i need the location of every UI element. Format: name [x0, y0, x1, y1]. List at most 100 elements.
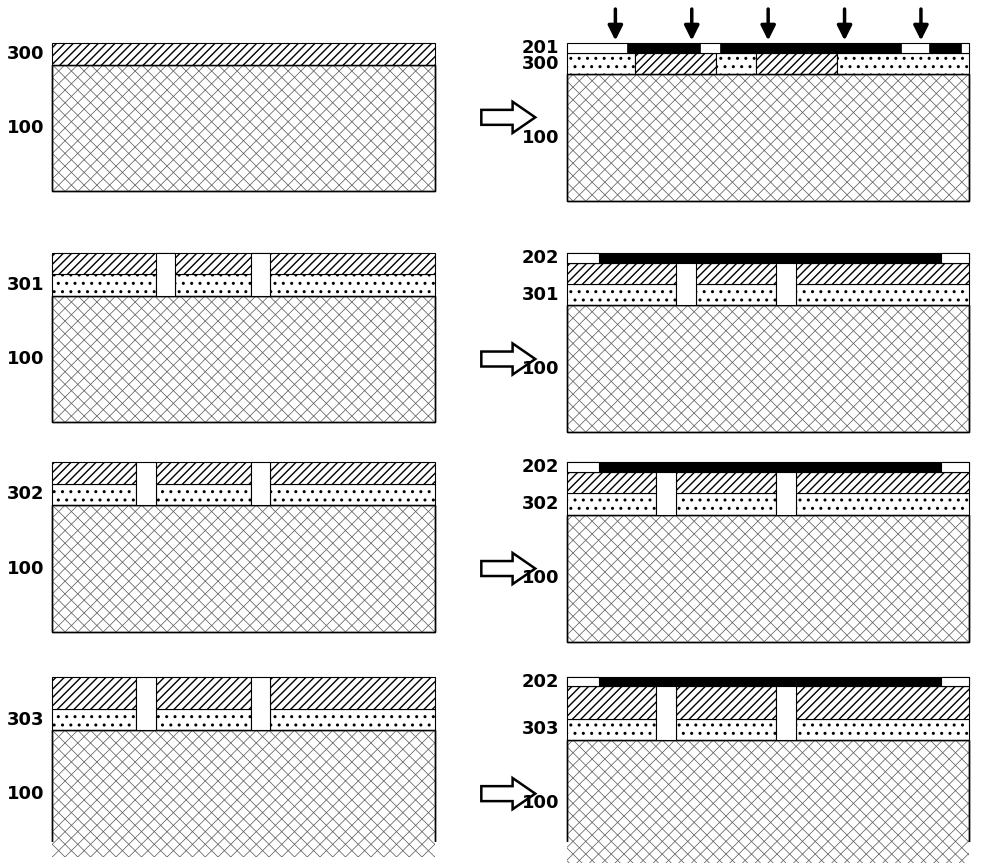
Text: 303: 303 [7, 710, 44, 728]
Bar [929, 43, 961, 53]
Bar [796, 472, 969, 494]
Text: 301: 301 [7, 276, 44, 294]
Bar [567, 740, 969, 863]
Bar [156, 677, 251, 709]
Bar [776, 686, 796, 740]
Text: 100: 100 [7, 119, 44, 137]
Bar [251, 463, 270, 505]
Text: 201: 201 [522, 39, 559, 57]
Bar [136, 677, 156, 730]
Text: 100: 100 [522, 794, 559, 812]
Bar [656, 686, 676, 740]
Bar [567, 740, 969, 863]
Bar [567, 43, 969, 53]
Bar [567, 719, 656, 740]
Bar [567, 494, 656, 515]
Bar [796, 719, 969, 740]
Bar [599, 677, 941, 686]
Bar [720, 43, 901, 53]
Bar [776, 472, 796, 515]
Bar [270, 274, 435, 296]
Bar [270, 484, 435, 505]
Bar [941, 253, 969, 262]
Bar [676, 686, 776, 719]
Bar [796, 284, 969, 306]
Bar [635, 53, 716, 74]
Bar [567, 262, 969, 284]
Bar [941, 677, 969, 686]
Bar [52, 505, 435, 632]
Bar [599, 463, 941, 472]
Bar [52, 43, 435, 65]
Text: 202: 202 [522, 672, 559, 690]
Bar [156, 463, 251, 484]
Bar [567, 515, 969, 641]
Bar [676, 262, 696, 306]
Bar [567, 686, 656, 719]
Bar [756, 53, 837, 74]
Bar [567, 463, 599, 472]
Bar [567, 515, 969, 641]
Bar [567, 253, 599, 262]
Bar [567, 677, 969, 686]
Text: 100: 100 [7, 784, 44, 803]
Bar [156, 709, 251, 730]
Bar [567, 53, 635, 74]
Bar [136, 463, 156, 505]
Text: 100: 100 [522, 129, 559, 147]
Bar [567, 74, 969, 201]
Bar [567, 306, 969, 432]
Bar [251, 253, 270, 296]
Bar [52, 505, 435, 632]
Bar [567, 306, 969, 432]
Bar [52, 296, 435, 422]
Text: 100: 100 [522, 360, 559, 378]
Bar [599, 253, 941, 262]
Text: 300: 300 [7, 45, 44, 63]
Bar [52, 505, 435, 632]
Bar [567, 74, 969, 201]
Bar [52, 253, 435, 274]
Bar [676, 494, 776, 515]
Bar [52, 65, 435, 192]
Text: 100: 100 [7, 350, 44, 368]
Bar [567, 472, 656, 494]
Polygon shape [481, 343, 535, 375]
Bar [567, 253, 969, 262]
Bar [567, 284, 676, 306]
Bar [676, 719, 776, 740]
Text: 301: 301 [522, 286, 559, 304]
Text: 202: 202 [522, 249, 559, 267]
Bar [567, 306, 969, 432]
Bar [52, 730, 435, 857]
Bar [175, 274, 251, 296]
Bar [567, 515, 969, 641]
Bar [270, 677, 435, 709]
Bar [52, 65, 435, 192]
Bar [52, 677, 136, 709]
Bar [156, 253, 175, 296]
Bar [941, 463, 969, 472]
Bar [567, 463, 969, 472]
Bar [270, 463, 435, 484]
Bar [567, 740, 969, 863]
Bar [52, 296, 435, 422]
Bar [52, 296, 435, 422]
Text: 302: 302 [522, 495, 559, 513]
Bar [52, 463, 136, 484]
Bar [52, 65, 435, 192]
Text: 100: 100 [522, 570, 559, 588]
Text: 302: 302 [7, 486, 44, 503]
Bar [52, 274, 156, 296]
Bar [251, 677, 270, 730]
Polygon shape [481, 553, 535, 584]
Polygon shape [481, 102, 535, 133]
Bar [716, 53, 756, 74]
Text: 300: 300 [522, 54, 559, 72]
Text: 303: 303 [522, 721, 559, 739]
Bar [270, 709, 435, 730]
Bar [796, 686, 969, 719]
Bar [776, 262, 796, 306]
Bar [656, 472, 676, 515]
Bar [52, 484, 136, 505]
